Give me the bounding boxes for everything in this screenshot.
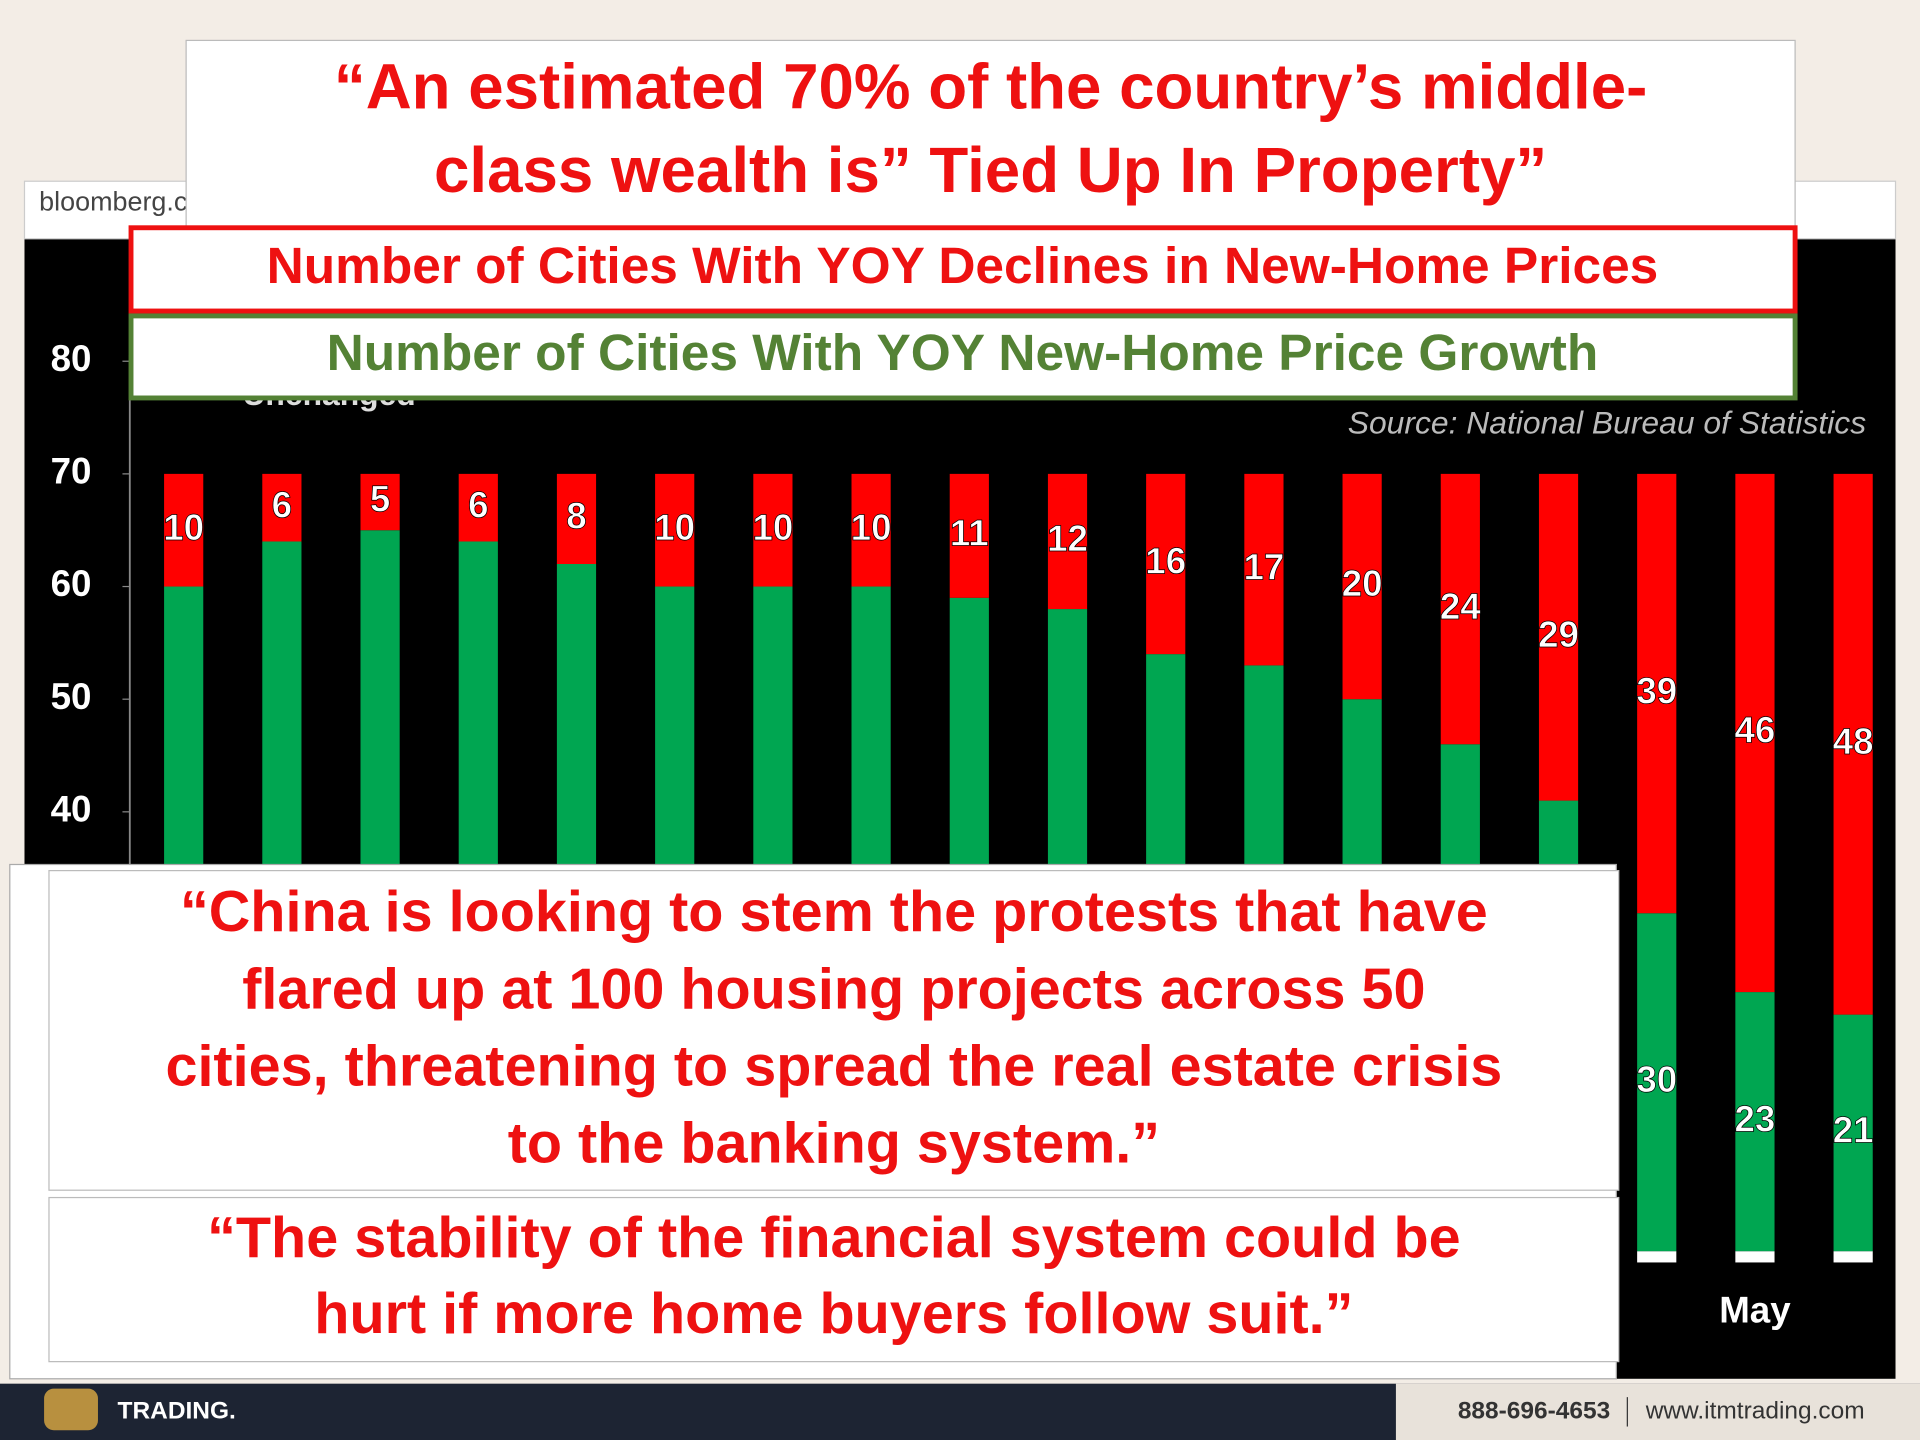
bar-segment bbox=[1244, 473, 1284, 666]
text-box bbox=[48, 870, 1620, 1191]
data-label: 11 bbox=[950, 513, 989, 554]
bar-segment bbox=[1637, 1251, 1677, 1263]
quote-line: “China is looking to stem the protests t… bbox=[180, 880, 1488, 944]
data-label: 17 bbox=[1243, 546, 1284, 587]
quote-line: to the banking system.” bbox=[508, 1112, 1160, 1176]
bar-segment bbox=[458, 473, 498, 542]
bar-segment bbox=[360, 473, 400, 531]
source: Source: National Bureau of Statistics bbox=[1348, 404, 1866, 440]
quote-line: flared up at 100 housing projects across… bbox=[242, 957, 1425, 1021]
data-label: 6 bbox=[272, 484, 292, 525]
data-label: 23 bbox=[1735, 1098, 1776, 1139]
y-tick-label: 80 bbox=[51, 338, 92, 379]
phone: 888-696-4653 bbox=[1458, 1397, 1610, 1424]
data-label: 30 bbox=[1636, 1059, 1677, 1100]
bar-segment bbox=[851, 473, 891, 587]
footer-strip bbox=[1395, 1383, 1920, 1440]
legend-label: Number of Cities With YOY New-Home Price… bbox=[327, 323, 1599, 381]
bar-segment bbox=[1637, 473, 1677, 914]
bar-segment bbox=[1637, 913, 1677, 1252]
bar-segment bbox=[1833, 1014, 1873, 1252]
data-label: 20 bbox=[1342, 563, 1383, 604]
bar-segment bbox=[262, 473, 302, 542]
quote-line: hurt if more home buyers follow suit.” bbox=[314, 1282, 1353, 1346]
bar-segment bbox=[1735, 1251, 1775, 1263]
quote-line: “The stability of the financial system c… bbox=[207, 1206, 1461, 1270]
quote-line: cities, threatening to spread the real e… bbox=[165, 1034, 1502, 1098]
bar-segment bbox=[655, 473, 695, 587]
website: www.itmtrading.com bbox=[1645, 1397, 1865, 1424]
bar-segment bbox=[949, 473, 989, 598]
data-label: 8 bbox=[566, 496, 586, 537]
data-label: 21 bbox=[1833, 1110, 1874, 1151]
bar-segment bbox=[556, 473, 597, 564]
text-box bbox=[128, 225, 1798, 314]
bar-segment bbox=[1833, 473, 1873, 1015]
brand: TRADING. bbox=[118, 1397, 236, 1424]
text-box bbox=[48, 1196, 1620, 1363]
bar-segment bbox=[1342, 473, 1382, 700]
bar-segment bbox=[1735, 992, 1775, 1252]
data-label: 16 bbox=[1145, 541, 1186, 582]
quote-line: class wealth is” Tied Up In Property” bbox=[434, 135, 1547, 206]
bar-segment bbox=[753, 473, 793, 587]
text-box bbox=[128, 313, 1798, 401]
quote-line: “An estimated 70% of the country’s middl… bbox=[334, 52, 1647, 123]
bar-segment bbox=[1735, 473, 1775, 993]
y-tick-label: 70 bbox=[51, 451, 92, 492]
bar-segment bbox=[1538, 473, 1579, 801]
data-label: 12 bbox=[1047, 518, 1088, 559]
data-label: 48 bbox=[1833, 721, 1874, 762]
bar-segment bbox=[164, 473, 204, 587]
data-label: 10 bbox=[654, 507, 695, 548]
url: bloomberg.c bbox=[39, 186, 187, 216]
data-label: 46 bbox=[1735, 710, 1776, 751]
legend-label: Number of Cities With YOY Declines in Ne… bbox=[267, 236, 1659, 294]
y-tick-label: 60 bbox=[51, 563, 92, 604]
data-label: 10 bbox=[851, 507, 892, 548]
bar-segment bbox=[1833, 1251, 1873, 1263]
logo-mark bbox=[44, 1388, 98, 1431]
data-label: 6 bbox=[468, 484, 488, 525]
bar-segment bbox=[1146, 473, 1186, 655]
data-label: 10 bbox=[752, 507, 793, 548]
data-label: 5 bbox=[370, 479, 390, 520]
x-tick-label: May bbox=[1719, 1289, 1791, 1330]
data-label: 29 bbox=[1538, 614, 1579, 655]
bar-segment bbox=[1440, 473, 1480, 745]
data-label: 39 bbox=[1636, 670, 1677, 711]
data-label: 24 bbox=[1440, 586, 1481, 627]
data-label: 10 bbox=[163, 507, 204, 548]
bar-segment bbox=[1047, 473, 1088, 610]
overlays: “An estimated 70% of the country’s middl… bbox=[0, 39, 1920, 1440]
y-tick-label: 50 bbox=[51, 676, 92, 717]
y-tick-label: 40 bbox=[51, 789, 92, 830]
text-box bbox=[185, 39, 1796, 228]
